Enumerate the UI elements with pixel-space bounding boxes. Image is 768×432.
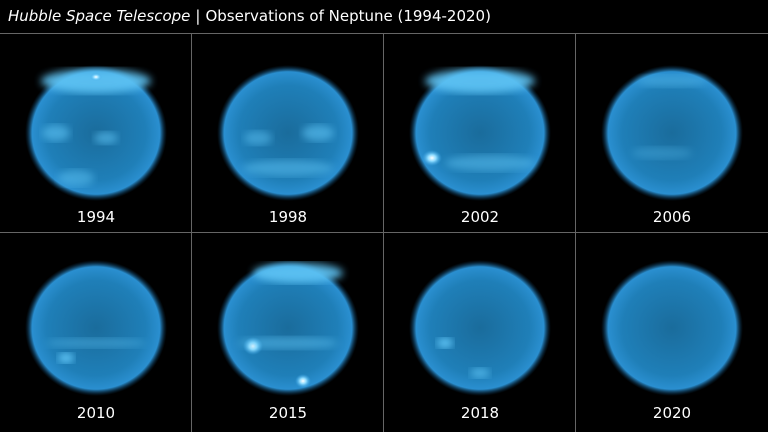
cloud-feature — [445, 155, 535, 171]
panel: 2015 — [217, 260, 359, 422]
separator: | — [195, 7, 200, 25]
cloud-feature — [94, 132, 118, 144]
cloud-feature — [422, 150, 442, 166]
cloud-feature — [637, 75, 707, 87]
cloud-feature — [58, 170, 94, 186]
cloud-feature — [425, 69, 535, 93]
panel: 2010 — [25, 260, 167, 422]
cloud-feature — [90, 73, 102, 81]
cloud-feature — [46, 338, 146, 348]
planet — [601, 260, 743, 396]
panel: 1994 — [25, 65, 167, 226]
cloud-feature — [238, 337, 338, 349]
year-label: 2010 — [77, 404, 115, 422]
telescope-name: Hubble Space Telescope — [8, 7, 190, 25]
cloud-feature — [244, 131, 272, 145]
cloud-feature — [632, 147, 692, 159]
planet — [217, 65, 359, 201]
header: Hubble Space Telescope | Observations of N… — [8, 7, 491, 25]
cloud-feature — [437, 338, 453, 348]
panel: 2018 — [409, 260, 551, 422]
year-label: 1998 — [269, 208, 307, 226]
cloud-feature — [470, 368, 490, 378]
planet — [601, 65, 743, 201]
year-label: 2015 — [269, 404, 307, 422]
planet — [25, 260, 167, 396]
planet — [409, 260, 551, 396]
cloud-feature — [58, 353, 74, 363]
panel: 2006 — [601, 65, 743, 226]
year-label: 2018 — [461, 404, 499, 422]
header-title: Observations of Neptune (1994-2020) — [205, 7, 490, 25]
cloud-feature — [42, 125, 70, 141]
cloud-feature — [302, 125, 334, 141]
year-label: 2002 — [461, 208, 499, 226]
panel: 2002 — [409, 65, 551, 226]
grid-lines — [0, 33, 768, 432]
panel: 1998 — [217, 65, 359, 226]
cloud-feature — [295, 374, 311, 388]
cloud-feature — [243, 160, 333, 176]
year-label: 1994 — [77, 208, 115, 226]
planet — [25, 65, 167, 201]
planet — [217, 260, 359, 396]
panels: 1994 1998 2002 2006 2010 2015 2018 2020 — [25, 65, 743, 422]
year-label: 2020 — [653, 404, 691, 422]
panel: 2020 — [601, 260, 743, 422]
cloud-feature — [253, 263, 343, 283]
year-label: 2006 — [653, 208, 691, 226]
